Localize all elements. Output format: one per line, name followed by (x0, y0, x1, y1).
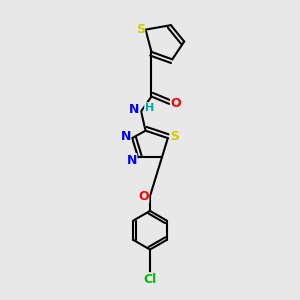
Text: O: O (170, 98, 181, 110)
Text: Cl: Cl (143, 273, 157, 286)
Text: N: N (126, 154, 137, 167)
Text: O: O (138, 190, 149, 202)
Text: N: N (129, 103, 140, 116)
Text: N: N (120, 130, 131, 143)
Text: H: H (145, 103, 154, 113)
Text: S: S (170, 130, 179, 143)
Text: S: S (136, 23, 145, 36)
